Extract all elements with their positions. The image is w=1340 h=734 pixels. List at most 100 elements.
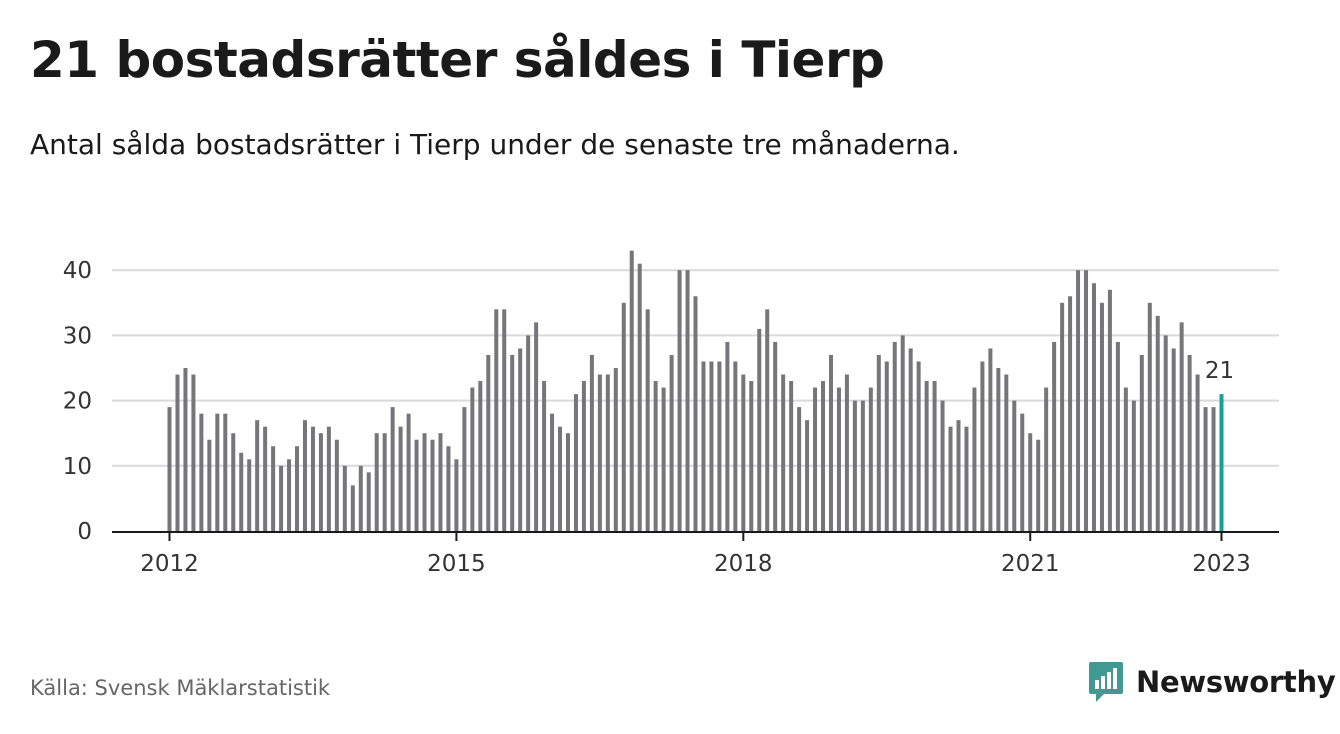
newsworthy-logo-icon <box>1089 662 1123 702</box>
bar <box>199 413 204 531</box>
bar <box>1131 400 1136 531</box>
bar <box>271 446 276 531</box>
bar <box>988 348 993 531</box>
bar <box>239 452 244 531</box>
bar <box>454 459 459 531</box>
bar <box>972 387 977 531</box>
bar <box>1084 270 1089 531</box>
bar <box>326 426 331 531</box>
bar <box>446 446 451 531</box>
bar <box>669 354 674 531</box>
bar <box>1099 302 1104 531</box>
x-tick-label: 2023 <box>1192 551 1251 577</box>
bar <box>510 354 515 531</box>
bar <box>231 433 236 531</box>
chart-title: 21 bostadsrätter såldes i Tierp <box>30 31 885 89</box>
bar <box>1076 270 1081 531</box>
bar <box>486 354 491 531</box>
bar <box>382 433 387 531</box>
bar <box>183 368 188 531</box>
bar <box>900 335 905 531</box>
x-tick-label: 2012 <box>140 551 199 577</box>
bars <box>167 250 1224 531</box>
bar <box>1012 400 1017 531</box>
bar <box>661 387 666 531</box>
chart-subtitle: Antal sålda bostadsrätter i Tierp under … <box>30 128 960 161</box>
bar <box>996 368 1001 531</box>
bar <box>534 322 539 531</box>
bar <box>414 439 419 531</box>
bar <box>645 309 650 531</box>
bar <box>844 374 849 531</box>
bar <box>279 465 284 531</box>
bar <box>406 413 411 531</box>
bar <box>821 381 826 531</box>
bar <box>884 361 889 531</box>
bar <box>1203 407 1208 531</box>
y-axis-ticks: 0 10 20 30 40 <box>63 258 92 545</box>
bar <box>1195 374 1200 531</box>
bar <box>892 341 897 531</box>
bar <box>462 407 467 531</box>
bar <box>207 439 212 531</box>
bar <box>1028 433 1033 531</box>
bar <box>398 426 403 531</box>
bar <box>932 381 937 531</box>
bar <box>1187 354 1192 531</box>
bar <box>334 439 339 531</box>
bar <box>1211 407 1216 531</box>
bar <box>725 341 730 531</box>
x-tick-label: 2015 <box>427 551 486 577</box>
bar <box>302 420 307 531</box>
bar <box>741 374 746 531</box>
bar <box>1171 348 1176 531</box>
y-tick-label: 40 <box>63 258 92 284</box>
bar <box>868 387 873 531</box>
bar <box>916 361 921 531</box>
bar <box>621 302 626 531</box>
bar <box>836 387 841 531</box>
bar <box>1107 289 1112 531</box>
bar <box>263 426 268 531</box>
y-tick-label: 20 <box>63 389 92 415</box>
bar <box>215 413 220 531</box>
bar <box>805 420 810 531</box>
bar <box>637 263 642 531</box>
bar <box>287 459 292 531</box>
bar <box>677 270 682 531</box>
bar <box>318 433 323 531</box>
last-value-label: 21 <box>1205 358 1234 384</box>
bar <box>749 381 754 531</box>
data-labels: 21 <box>1205 358 1234 384</box>
bar <box>964 426 969 531</box>
bar <box>438 433 443 531</box>
x-axis-ticks: 2012 2015 2018 2021 2023 <box>140 532 1251 577</box>
bar <box>1044 387 1049 531</box>
bar <box>1147 302 1152 531</box>
y-tick-label: 0 <box>77 519 92 545</box>
bar <box>295 446 300 531</box>
bar <box>1036 439 1041 531</box>
brand-name: Newsworthy <box>1136 665 1336 699</box>
bar <box>223 413 228 531</box>
bar <box>430 439 435 531</box>
bar <box>1020 413 1025 531</box>
bar <box>693 296 698 531</box>
source-note: Källa: Svensk Mäklarstatistik <box>30 676 331 700</box>
bar <box>310 426 315 531</box>
bar <box>422 433 427 531</box>
bar <box>350 485 355 531</box>
bar <box>733 361 738 531</box>
bar <box>940 400 945 531</box>
bar <box>255 420 260 531</box>
bar <box>518 348 523 531</box>
bar <box>167 407 172 531</box>
bar <box>589 354 594 531</box>
bar <box>1115 341 1120 531</box>
bar <box>828 354 833 531</box>
bar <box>1004 374 1009 531</box>
bar <box>1068 296 1073 531</box>
bar-highlight <box>1219 394 1224 531</box>
brand-logo: Newsworthy <box>1088 660 1336 704</box>
